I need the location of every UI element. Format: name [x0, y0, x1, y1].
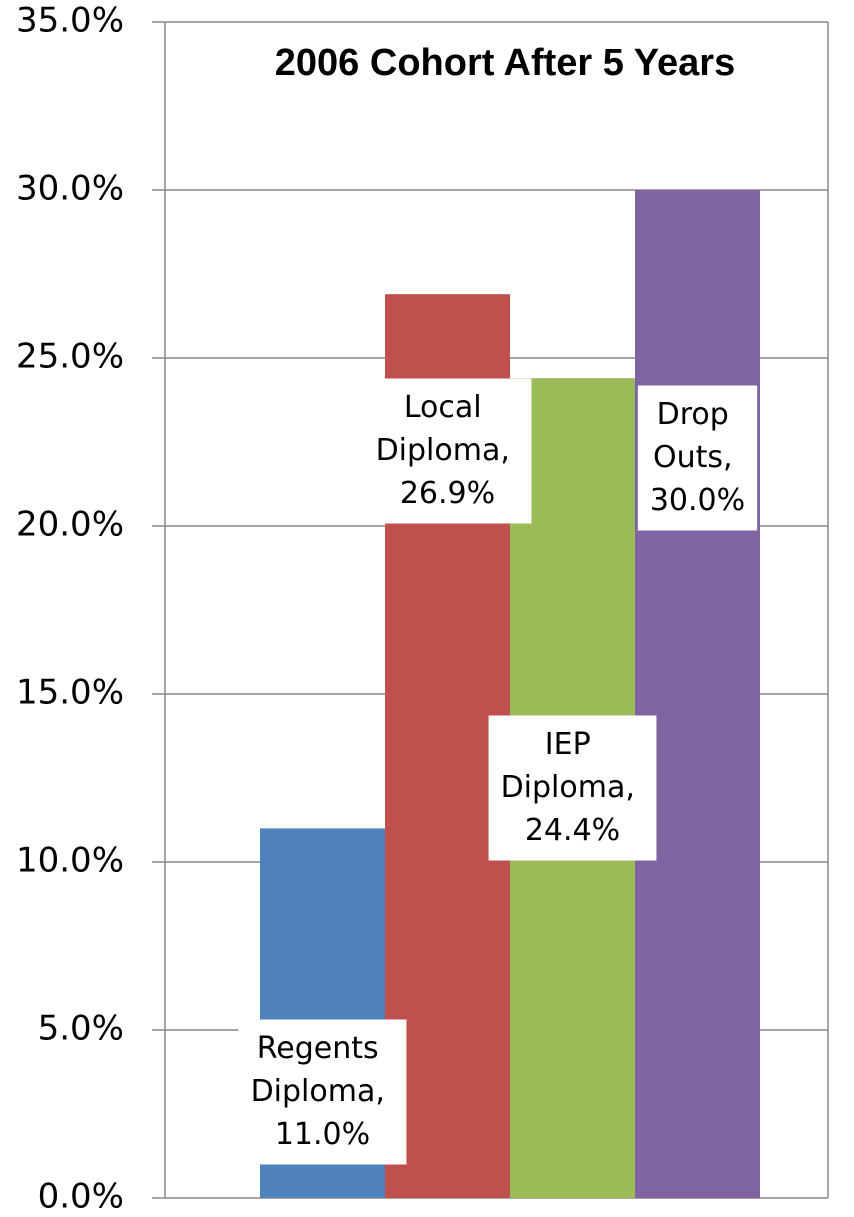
- y-tick-label: 5.0%: [38, 1009, 124, 1049]
- y-tick-label: 30.0%: [16, 169, 124, 209]
- data-label: Local Diploma, 26.9%: [363, 378, 532, 524]
- bar: [635, 190, 760, 1198]
- data-label-box: [488, 715, 657, 861]
- data-label-box: [238, 1019, 407, 1165]
- data-label-box: [637, 385, 758, 531]
- chart-title: 2006 Cohort After 5 Years: [275, 42, 735, 84]
- data-label: Drop Outs, 30.0%: [637, 385, 758, 531]
- y-tick-label: 10.0%: [16, 841, 124, 881]
- data-label: Regents Diploma, 11.0%: [238, 1019, 407, 1165]
- y-tick-label: 25.0%: [16, 337, 124, 377]
- data-label-text: Drop Outs, 30.0%: [650, 397, 745, 518]
- data-label-text: Local Diploma, 26.9%: [376, 390, 520, 511]
- y-tick-label: 0.0%: [38, 1177, 124, 1217]
- data-label-box: [363, 378, 532, 524]
- y-tick-label: 35.0%: [16, 1, 124, 41]
- data-label-text: Regents Diploma, 11.0%: [251, 1031, 395, 1152]
- y-tick-label: 15.0%: [16, 673, 124, 713]
- y-tick-label: 20.0%: [16, 505, 124, 545]
- data-label-text: IEP Diploma, 24.4%: [501, 727, 645, 848]
- data-label: IEP Diploma, 24.4%: [488, 715, 657, 861]
